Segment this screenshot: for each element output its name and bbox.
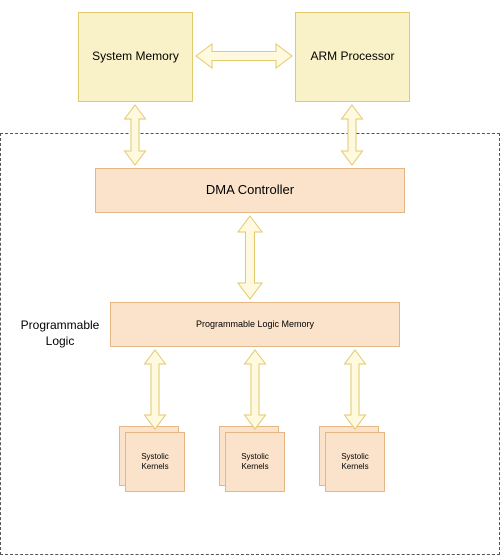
pl_memory-label: Programmable Logic Memory — [196, 319, 314, 331]
kernel3-box: SystolicKernels — [325, 432, 385, 492]
kernel2-label: SystolicKernels — [241, 452, 269, 473]
system_memory-box: System Memory — [78, 12, 193, 102]
kernel3-label: SystolicKernels — [341, 452, 369, 473]
kernel1-box: SystolicKernels — [125, 432, 185, 492]
system_memory-label: System Memory — [92, 49, 179, 65]
double-arrow-0 — [196, 44, 292, 68]
arm_processor-label: ARM Processor — [310, 49, 394, 65]
pl_memory-box: Programmable Logic Memory — [110, 302, 400, 347]
kernel1-label: SystolicKernels — [141, 452, 169, 473]
dma_controller-label: DMA Controller — [206, 182, 294, 199]
programmable-logic-label: ProgrammableLogic — [15, 318, 105, 349]
kernel2-box: SystolicKernels — [225, 432, 285, 492]
arm_processor-box: ARM Processor — [295, 12, 410, 102]
dma_controller-box: DMA Controller — [95, 168, 405, 213]
